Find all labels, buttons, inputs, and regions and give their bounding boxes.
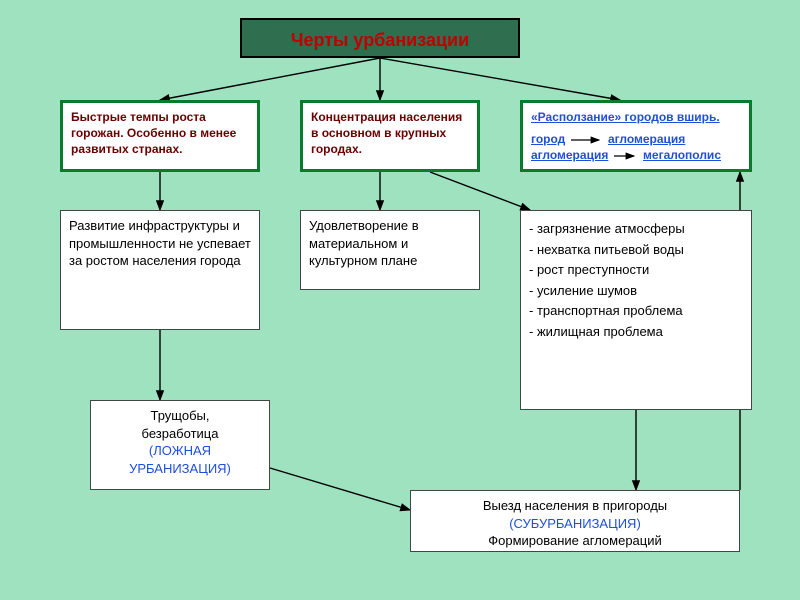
arrow-b2-c3 — [430, 172, 530, 210]
problem-item: - рост преступности — [529, 261, 743, 279]
sprawl-pair-2: агломерация мегалополис — [531, 147, 741, 163]
consequence-problems-list: - загрязнение атмосферы - нехватка питьев… — [520, 210, 752, 410]
result-false-urbanization: Трущобы, безработица (ЛОЖНАЯ УРБАНИЗАЦИЯ… — [90, 400, 270, 490]
problem-item: - жилищная проблема — [529, 323, 743, 341]
feature-growth-text: Быстрые темпы роста горожан. Особенно в … — [71, 110, 236, 156]
diagram-title: Черты урбанизации — [240, 18, 520, 58]
feature-box-growth: Быстрые темпы роста горожан. Особенно в … — [60, 100, 260, 172]
sprawl-pair-1: город агломерация — [531, 131, 741, 147]
arrow-t-b1 — [160, 58, 380, 100]
consequence-infrastructure: Развитие инфраструктуры и промышленности… — [60, 210, 260, 330]
feature-box-sprawl: «Расползание» городов вширь. город аглом… — [520, 100, 752, 172]
arrow-t-b3 — [380, 58, 620, 100]
arrow-d1-d2 — [270, 468, 410, 510]
arrow-icon — [612, 151, 640, 161]
problem-item: - загрязнение атмосферы — [529, 220, 743, 238]
consequence-satisfaction: Удовлетворение в материальном и культурн… — [300, 210, 480, 290]
feature-box-concentration: Концентрация населения в основном в круп… — [300, 100, 480, 172]
diagram-canvas: Черты урбанизации Быстрые темпы роста го… — [0, 0, 800, 600]
problem-item: - транспортная проблема — [529, 302, 743, 320]
result-suburbanization: Выезд населения в пригороды (СУБУРБАНИЗА… — [410, 490, 740, 552]
sprawl-title: «Расползание» городов вширь. — [531, 109, 741, 125]
problem-item: - усиление шумов — [529, 282, 743, 300]
title-text: Черты урбанизации — [291, 30, 469, 50]
problem-item: - нехватка питьевой воды — [529, 241, 743, 259]
arrow-icon — [569, 135, 605, 145]
feature-concentration-text: Концентрация населения в основном в круп… — [311, 110, 462, 156]
